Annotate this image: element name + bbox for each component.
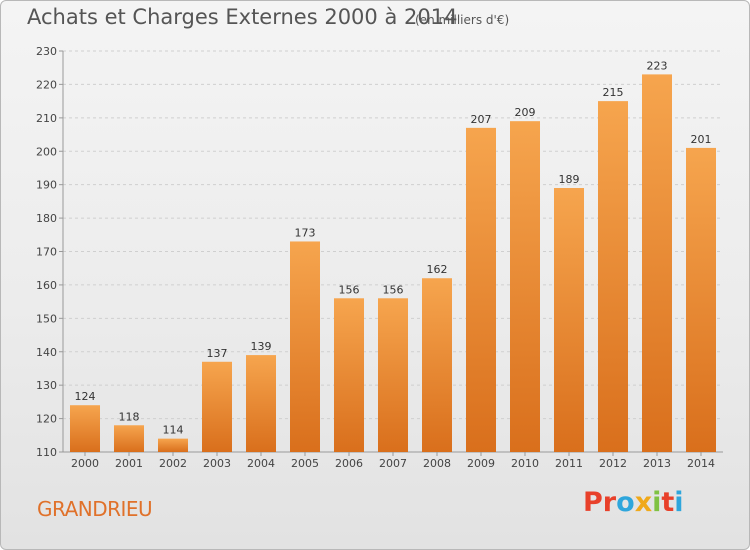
- bar-2009[interactable]: [466, 127, 496, 452]
- chart-subtitle: (en milliers d'€): [415, 13, 510, 27]
- y-tick-label: 210: [36, 112, 57, 125]
- bar-2012[interactable]: [598, 101, 628, 452]
- data-label-2008: 162: [427, 263, 448, 276]
- bar-2005[interactable]: [290, 241, 320, 452]
- y-tick-label: 200: [36, 145, 57, 158]
- x-tick-label-2013: 2013: [643, 457, 671, 470]
- logo-letter: r: [602, 487, 617, 518]
- bar-2006[interactable]: [334, 298, 364, 452]
- bar-2001[interactable]: [114, 425, 144, 452]
- y-tick-label: 170: [36, 246, 57, 259]
- data-label-2010: 209: [515, 106, 536, 119]
- bar-2000[interactable]: [70, 405, 100, 452]
- data-label-2012: 215: [603, 86, 624, 99]
- x-tick-label-2005: 2005: [291, 457, 319, 470]
- x-tick-label-2001: 2001: [115, 457, 143, 470]
- data-label-2006: 156: [339, 283, 360, 296]
- bar-2011[interactable]: [554, 188, 584, 452]
- logo-letter: P: [583, 487, 603, 518]
- data-label-2002: 114: [163, 424, 184, 437]
- y-tick-label: 120: [36, 413, 57, 426]
- y-tick-label: 190: [36, 179, 57, 192]
- data-label-2014: 201: [691, 133, 712, 146]
- x-tick-label-2000: 2000: [71, 457, 99, 470]
- bar-2010[interactable]: [510, 121, 540, 453]
- x-tick-label-2006: 2006: [335, 457, 363, 470]
- y-tick-label: 110: [36, 446, 57, 459]
- data-label-2013: 223: [647, 59, 668, 72]
- y-tick-label: 160: [36, 279, 57, 292]
- x-tick-label-2007: 2007: [379, 457, 407, 470]
- y-tick-label: 220: [36, 78, 57, 91]
- logo-letter: o: [616, 487, 635, 518]
- commune-name: GRANDRIEU: [37, 497, 153, 521]
- data-label-2003: 137: [207, 347, 228, 360]
- bar-2008[interactable]: [422, 278, 452, 452]
- data-label-2000: 124: [75, 390, 96, 403]
- x-tick-label-2011: 2011: [555, 457, 583, 470]
- bar-2002[interactable]: [158, 438, 188, 452]
- data-label-2011: 189: [559, 173, 580, 186]
- y-tick-label: 180: [36, 212, 57, 225]
- chart-title: Achats et Charges Externes 2000 à 2014: [27, 5, 458, 29]
- logo-letter: i: [652, 487, 662, 518]
- data-label-2005: 173: [295, 226, 316, 239]
- x-tick-label-2002: 2002: [159, 457, 187, 470]
- data-label-2007: 156: [383, 283, 404, 296]
- bar-2004[interactable]: [246, 355, 276, 452]
- bars: [70, 74, 716, 453]
- y-tick-label: 140: [36, 346, 57, 359]
- bar-2003[interactable]: [202, 361, 232, 452]
- x-tick-label-2008: 2008: [423, 457, 451, 470]
- x-tick-label-2004: 2004: [247, 457, 275, 470]
- x-tick-label-2010: 2010: [511, 457, 539, 470]
- logo-letter: t: [661, 487, 675, 518]
- x-tick-label-2009: 2009: [467, 457, 495, 470]
- bar-2013[interactable]: [642, 74, 672, 453]
- data-label-2009: 207: [471, 113, 492, 126]
- y-tick-label: 130: [36, 379, 57, 392]
- logo-letter: x: [634, 487, 653, 518]
- proxiti-logo[interactable]: Proxiti: [583, 487, 684, 518]
- labels: 124 2000 118 2001 114 2002 137 2003 139 2004 173 20…: [71, 59, 715, 470]
- bar-2007[interactable]: [378, 298, 408, 452]
- data-label-2001: 118: [119, 410, 140, 423]
- y-tick-label: 230: [36, 45, 57, 58]
- y-tick-label: 150: [36, 312, 57, 325]
- data-label-2004: 139: [251, 340, 272, 353]
- x-tick-label-2014: 2014: [687, 457, 715, 470]
- x-tick-label-2012: 2012: [599, 457, 627, 470]
- x-tick-label-2003: 2003: [203, 457, 231, 470]
- logo-letter: i: [674, 487, 684, 518]
- bar-2014[interactable]: [686, 147, 716, 453]
